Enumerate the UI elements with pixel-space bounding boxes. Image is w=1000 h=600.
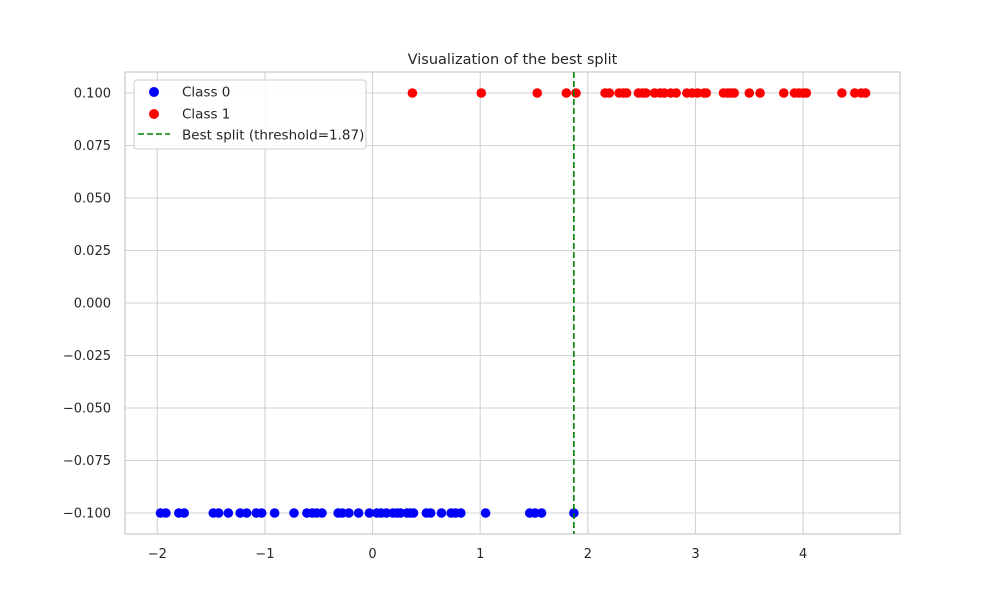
y-axis-ticks: 0.100 0.075 0.050 0.025 0.000 −0.025 −0.050 −0.… <box>63 87 111 522</box>
y-tick-label: −0.025 <box>63 349 111 364</box>
y-tick-label: 0.075 <box>74 139 111 154</box>
x-tick-label: −1 <box>255 547 274 562</box>
point-class-1 <box>532 88 543 98</box>
point-class-1 <box>837 88 847 98</box>
point-class-0 <box>408 508 419 518</box>
point-class-1 <box>604 88 615 98</box>
point-class-1 <box>476 88 487 98</box>
point-class-0 <box>161 508 171 518</box>
point-class-0 <box>241 508 252 518</box>
point-class-1 <box>729 88 740 98</box>
point-class-0 <box>425 508 436 518</box>
point-class-0 <box>536 508 547 518</box>
point-class-0 <box>436 508 447 518</box>
legend-marker-class-1 <box>149 109 159 119</box>
point-class-0 <box>269 508 280 518</box>
y-tick-label: 0.000 <box>74 297 111 312</box>
x-tick-label: 1 <box>476 547 484 562</box>
point-class-0 <box>456 508 466 518</box>
x-tick-label: 3 <box>691 547 699 562</box>
point-class-0 <box>223 508 234 518</box>
point-class-1 <box>860 88 871 98</box>
point-class-1 <box>778 88 789 98</box>
point-class-1 <box>744 88 755 98</box>
point-class-0 <box>213 508 224 518</box>
point-class-0 <box>289 508 299 518</box>
point-class-1 <box>621 88 632 98</box>
point-class-1 <box>755 88 765 98</box>
point-class-0 <box>317 508 327 518</box>
point-class-1 <box>571 88 581 98</box>
legend-label-best-split: Best split (threshold=1.87) <box>182 128 364 144</box>
y-tick-label: 0.050 <box>74 192 111 207</box>
point-class-1 <box>701 88 712 98</box>
y-tick-label: 0.025 <box>74 244 111 259</box>
y-tick-label: −0.050 <box>63 402 111 417</box>
legend-box <box>133 79 367 150</box>
x-tick-label: 0 <box>368 547 376 562</box>
point-class-0 <box>364 508 375 518</box>
point-class-1 <box>561 88 572 98</box>
legend-label-class-1: Class 1 <box>182 107 230 123</box>
legend-marker-class-0 <box>149 87 159 97</box>
point-class-0 <box>344 508 354 518</box>
y-tick-label: −0.100 <box>63 507 111 522</box>
point-class-0 <box>353 508 364 518</box>
point-class-0 <box>179 508 190 518</box>
x-tick-label: −2 <box>148 547 167 562</box>
point-class-1 <box>641 88 651 98</box>
point-class-1 <box>671 88 681 98</box>
x-axis-ticks: −2 −1 0 1 2 3 4 <box>148 547 808 562</box>
point-class-0 <box>480 508 491 518</box>
y-tick-label: −0.075 <box>63 454 111 469</box>
legend: Class 0 Class 1 Best split (threshold=1.… <box>133 79 367 150</box>
point-class-0 <box>256 508 267 518</box>
scatter-points <box>155 88 871 518</box>
y-tick-label: 0.100 <box>74 87 111 102</box>
point-class-1 <box>407 88 418 98</box>
chart-title: Visualization of the best split <box>408 52 618 68</box>
x-tick-label: 2 <box>584 547 592 562</box>
legend-label-class-0: Class 0 <box>182 85 230 101</box>
point-class-1 <box>801 88 812 98</box>
x-tick-label: 4 <box>799 547 807 562</box>
plot-area-frame <box>124 71 901 535</box>
